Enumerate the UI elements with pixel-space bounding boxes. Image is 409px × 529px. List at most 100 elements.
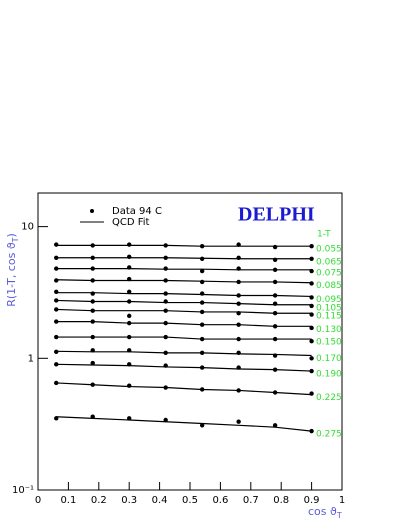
data-point xyxy=(163,363,168,368)
data-point xyxy=(236,350,241,356)
data-point xyxy=(309,295,314,300)
y-tick-label: 10 xyxy=(21,222,34,233)
data-point xyxy=(90,360,95,366)
data-point xyxy=(163,308,168,313)
data-point xyxy=(199,279,205,285)
data-point xyxy=(309,391,314,396)
fit-line xyxy=(56,350,312,357)
legend-label: QCD Fit xyxy=(112,217,150,228)
data-point xyxy=(127,313,132,319)
x-tick-label: 0.9 xyxy=(304,495,320,506)
data-point xyxy=(54,362,59,367)
data-point xyxy=(199,322,205,327)
x-tick-label: 0.4 xyxy=(152,495,168,506)
data-point xyxy=(309,268,314,274)
data-point xyxy=(236,293,241,298)
data-point xyxy=(54,380,59,386)
y-axis-label-main: R(1-T, cos ϑ xyxy=(5,242,18,307)
series-label: 0.275 xyxy=(316,430,342,440)
series-label: 0.130 xyxy=(316,325,342,335)
data-point xyxy=(309,244,314,249)
data-point xyxy=(199,387,205,392)
data-point xyxy=(272,336,278,342)
x-tick-label: 0.8 xyxy=(273,495,289,506)
data-point xyxy=(54,319,59,324)
data-point xyxy=(199,291,205,296)
series-label: 0.065 xyxy=(316,257,342,267)
data-point xyxy=(163,299,168,304)
data-point xyxy=(272,293,278,298)
data-point xyxy=(309,256,314,261)
x-tick-label: 0 xyxy=(35,495,41,506)
data-point xyxy=(236,255,241,260)
data-point xyxy=(163,417,168,423)
data-point xyxy=(163,243,168,248)
data-point xyxy=(127,242,132,247)
data-point xyxy=(90,278,95,283)
x-tick-label: 0.6 xyxy=(212,495,228,506)
data-point xyxy=(90,334,95,340)
data-point xyxy=(236,242,241,247)
series-header: 1-T xyxy=(317,230,331,240)
series-label: 0.170 xyxy=(316,354,342,364)
series-label: 0.095 xyxy=(316,295,342,305)
data-point xyxy=(90,308,95,313)
data-point xyxy=(127,383,132,388)
data-point xyxy=(309,325,314,331)
series-label: 0.190 xyxy=(316,370,342,380)
fit-line xyxy=(56,267,312,271)
data-point xyxy=(163,291,168,296)
data-point xyxy=(54,255,59,260)
data-point xyxy=(90,291,95,296)
data-point xyxy=(236,279,241,285)
data-point xyxy=(54,416,59,421)
data-point xyxy=(236,336,241,342)
x-axis-label-main: cos ϑ xyxy=(308,505,337,518)
data-point xyxy=(309,356,314,361)
data-point xyxy=(199,309,205,315)
y-tick-label: 10⁻¹ xyxy=(12,485,34,496)
fit-line xyxy=(56,299,312,306)
data-point xyxy=(199,336,205,342)
x-tick-label: 0.3 xyxy=(121,495,137,506)
data-point xyxy=(54,307,59,312)
data-point xyxy=(90,255,95,260)
data-point xyxy=(127,362,132,367)
data-point xyxy=(127,348,132,353)
data-point xyxy=(163,385,168,390)
data-point xyxy=(272,267,278,272)
legend-label: Data 94 C xyxy=(112,206,162,217)
data-point xyxy=(199,350,205,356)
data-point xyxy=(127,416,132,421)
data-point xyxy=(272,390,278,395)
legend-marker xyxy=(90,209,94,213)
y-axis-label-end: ) xyxy=(5,233,18,237)
plot-frame xyxy=(37,192,343,491)
series-label: 0.115 xyxy=(316,312,342,322)
data-point xyxy=(272,367,278,372)
data-point xyxy=(127,299,132,304)
y-axis-label: R(1-T, cos ϑT) xyxy=(5,233,20,307)
annotation: DELPHI xyxy=(238,204,315,226)
fit-line xyxy=(56,279,312,284)
data-point xyxy=(272,423,278,428)
fit-line xyxy=(56,308,312,314)
series-label: 0.075 xyxy=(316,268,342,278)
data-point xyxy=(199,423,205,428)
data-point xyxy=(54,349,59,355)
data-point xyxy=(127,334,132,340)
data-point xyxy=(236,322,241,327)
data-point xyxy=(272,279,278,285)
data-point xyxy=(199,244,205,249)
data-point xyxy=(163,350,168,356)
data-point xyxy=(309,368,314,374)
series-label: 0.055 xyxy=(316,245,342,255)
data-point xyxy=(54,289,59,294)
data-point xyxy=(272,353,278,358)
data-point xyxy=(236,266,241,271)
series-label: 0.225 xyxy=(316,393,342,403)
data-point xyxy=(90,382,95,387)
series-label: 0.150 xyxy=(316,338,342,348)
